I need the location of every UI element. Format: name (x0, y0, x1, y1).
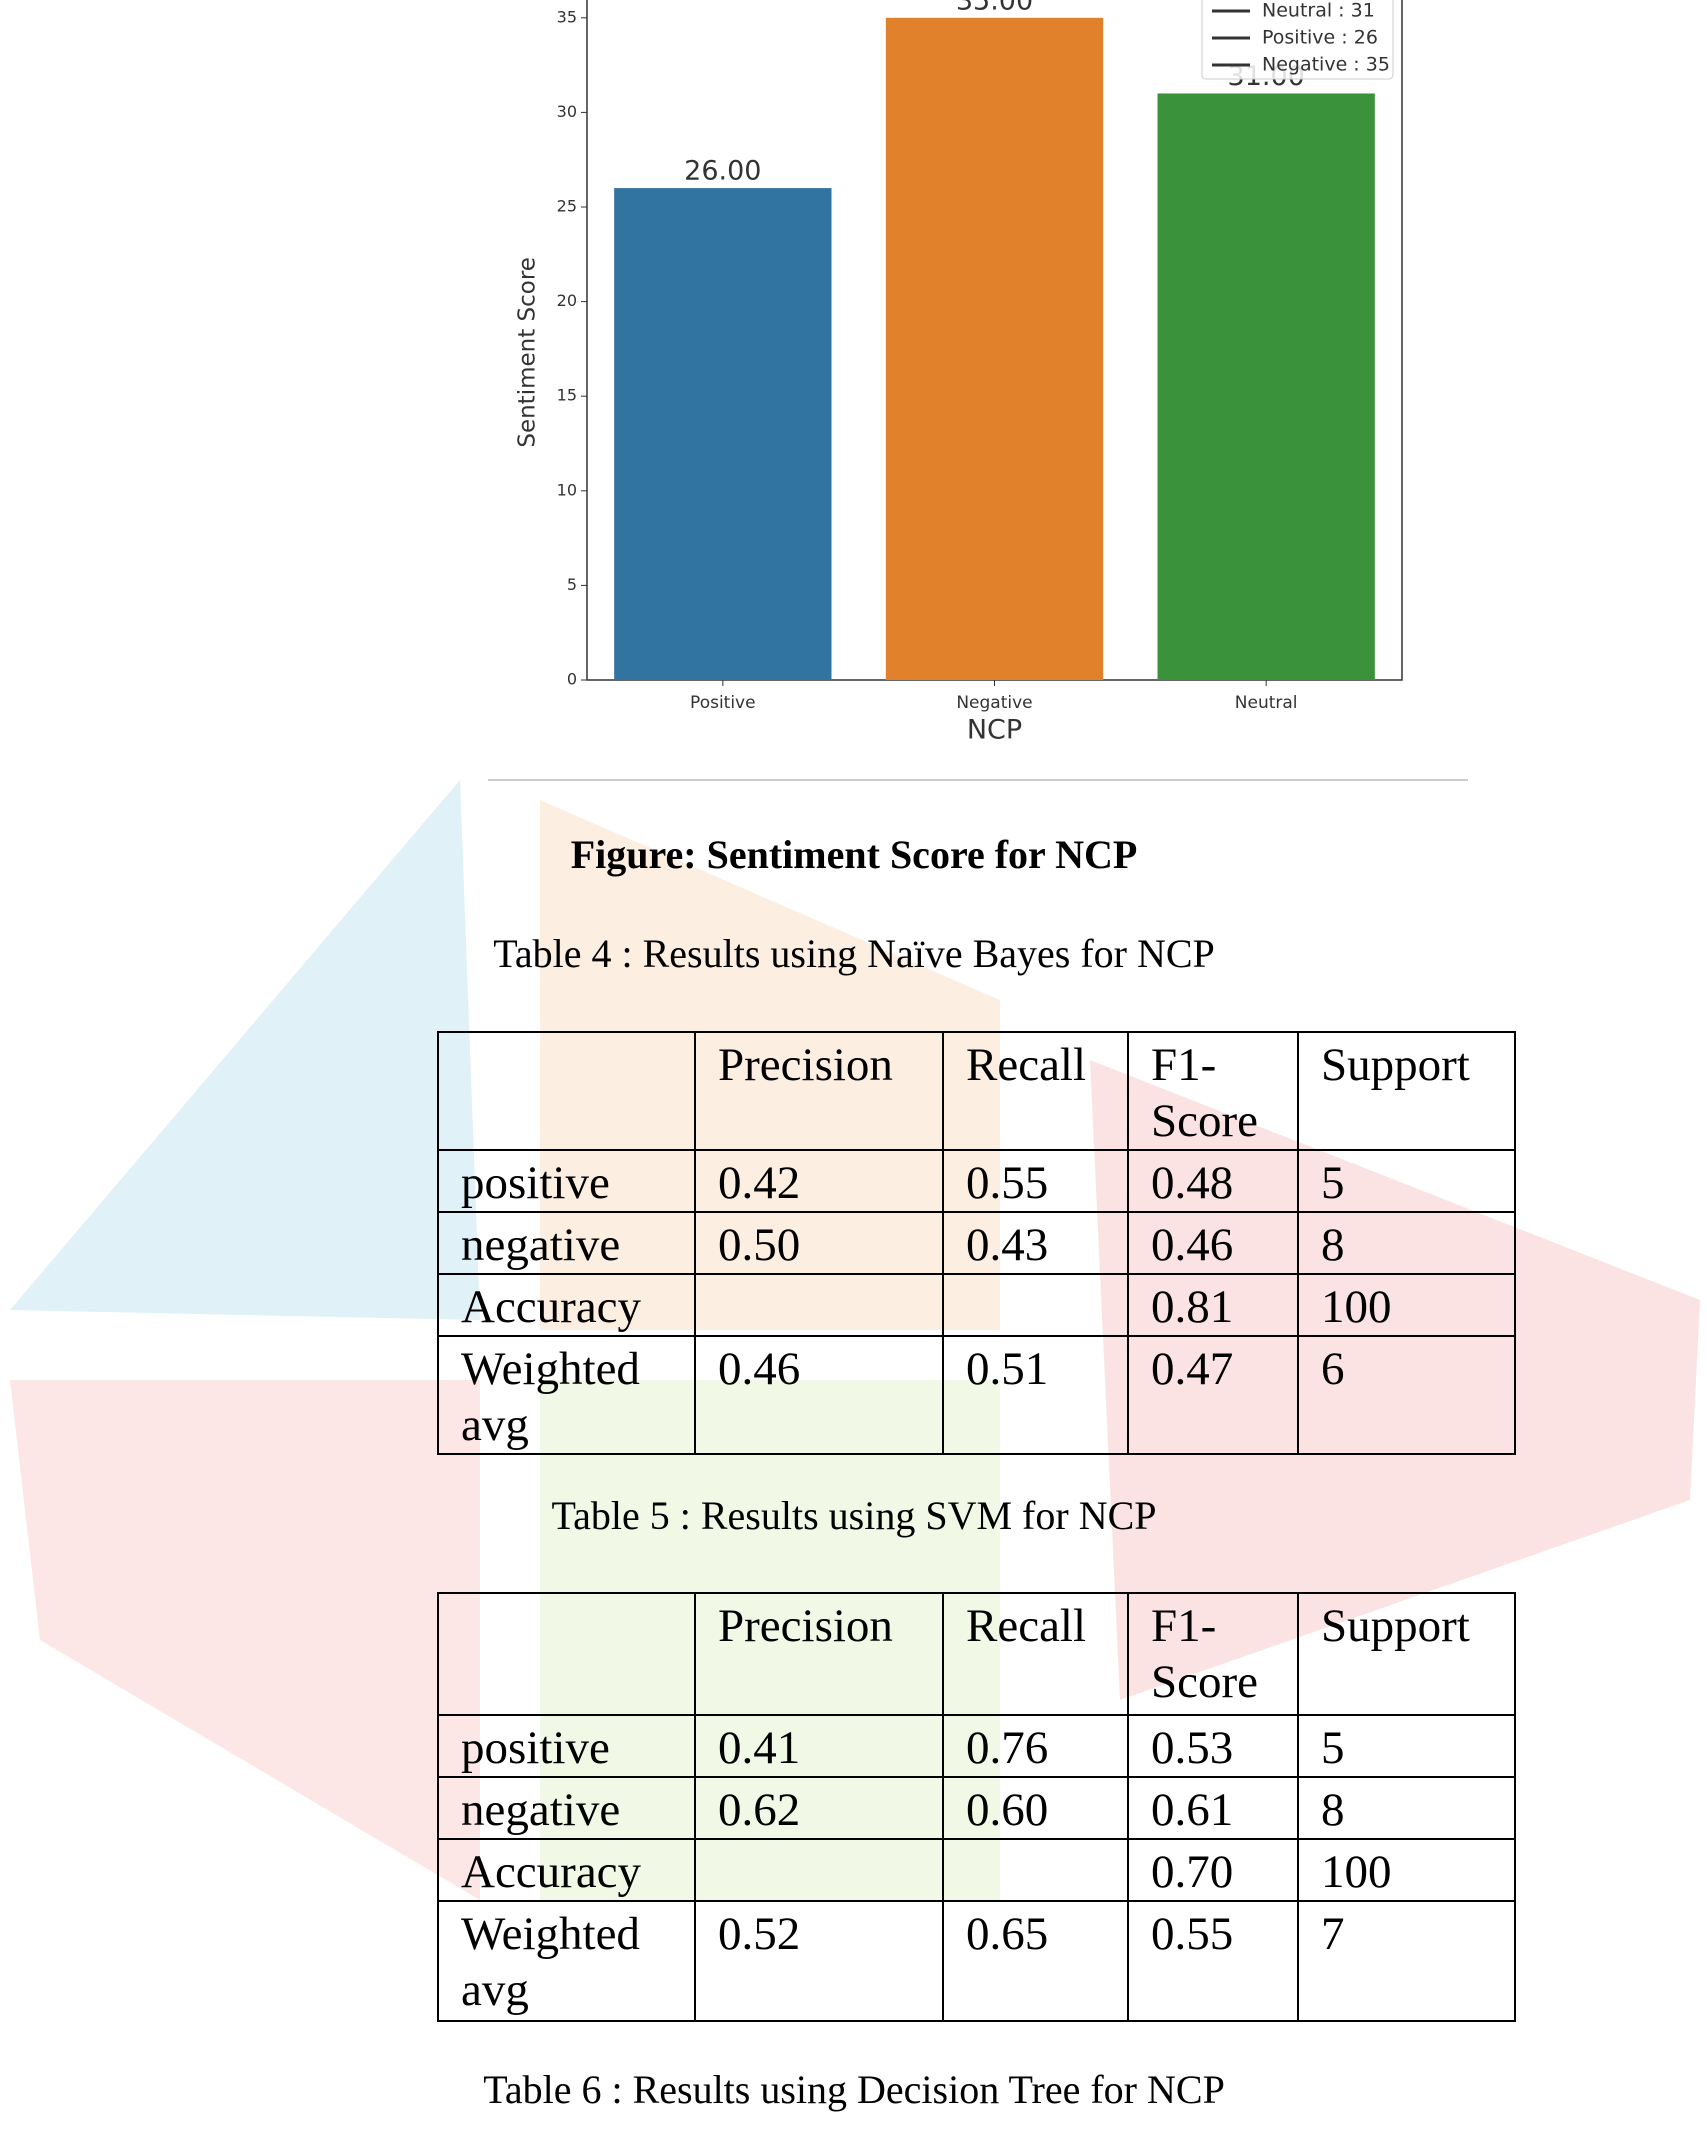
table-row: Precision Recall F1-Score Support (437, 1592, 1516, 1716)
table-row: positive 0.42 0.55 0.48 5 (437, 1149, 1516, 1213)
table-row: negative 0.62 0.60 0.61 8 (437, 1776, 1516, 1840)
table-cell: 0.43 (942, 1211, 1129, 1275)
table-cell: 0.55 (942, 1149, 1129, 1213)
table-cell: Accuracy (437, 1838, 696, 1902)
table-row: Weighted avg 0.46 0.51 0.47 6 (437, 1335, 1516, 1455)
table-cell: 0.81 (1127, 1273, 1299, 1337)
value-label: 26.00 (684, 156, 761, 187)
table-cell: 0.42 (694, 1149, 944, 1213)
table-cell: Weighted avg (437, 1335, 696, 1455)
table-cell: positive (437, 1149, 696, 1213)
table-cell: 0.76 (942, 1714, 1129, 1778)
legend-label: Negative : 35 (1262, 54, 1390, 76)
table-cell: F1-Score (1127, 1031, 1299, 1151)
table-row: Accuracy 0.70 100 (437, 1838, 1516, 1902)
table-cell: Precision (694, 1592, 944, 1716)
y-tick-label: 5 (567, 575, 577, 594)
table-cell: Support (1297, 1031, 1516, 1151)
results-table: Precision Recall F1-Score Support positive 0.… (437, 1031, 1516, 1455)
x-tick-label: Positive (690, 693, 756, 713)
table-cell (694, 1838, 944, 1902)
chart: 0 5 10 15 20 25 30 35 Positive 26.00 Negative 35.00… (515, 0, 1403, 746)
table-cell: 100 (1297, 1838, 1516, 1902)
table-cell: positive (437, 1714, 696, 1778)
figure-caption: Figure: Sentiment Score for NCP (570, 832, 1138, 877)
table-cell: 8 (1297, 1776, 1516, 1840)
table-row: Weighted avg 0.52 0.65 0.55 7 (437, 1900, 1516, 2022)
bar (1157, 93, 1375, 681)
legend: Neutral : 31 Positive : 26 Negative : 35 (1201, 0, 1394, 80)
table-cell: 0.61 (1127, 1776, 1299, 1840)
table-cell: negative (437, 1211, 696, 1275)
legend-frame (1201, 0, 1394, 80)
legend-label: Neutral : 31 (1262, 0, 1375, 22)
table-cell: 0.62 (694, 1776, 944, 1840)
table-cell (694, 1273, 944, 1337)
table-row: positive 0.41 0.76 0.53 5 (437, 1714, 1516, 1778)
table-cell: negative (437, 1776, 696, 1840)
table-caption: Table 6 : Results using Decision Tree fo… (483, 2067, 1225, 2112)
y-tick-label: 35 (557, 7, 577, 26)
table-row: Precision Recall F1-Score Support (437, 1031, 1516, 1151)
table-cell: 0.46 (1127, 1211, 1299, 1275)
table-cell: 0.65 (942, 1900, 1129, 2022)
table-caption: Table 5 : Results using SVM for NCP (551, 1493, 1157, 1538)
table-cell: 0.55 (1127, 1900, 1299, 2022)
table-cell: 100 (1297, 1273, 1516, 1337)
x-tick-label: Negative (956, 693, 1032, 713)
table-cell: Accuracy (437, 1273, 696, 1337)
table-cell: Recall (942, 1031, 1129, 1151)
table-cell: Precision (694, 1031, 944, 1151)
bar (614, 188, 832, 680)
table-cell: 0.50 (694, 1211, 944, 1275)
table-cell: 8 (1297, 1211, 1516, 1275)
y-tick-label: 25 (557, 197, 577, 216)
table-cell (942, 1838, 1129, 1902)
y-tick-label: 20 (557, 291, 577, 310)
y-tick-label: 10 (557, 480, 577, 499)
divider (488, 779, 1468, 781)
table-cell: 0.60 (942, 1776, 1129, 1840)
table-cell: 0.53 (1127, 1714, 1299, 1778)
y-tick-label: 0 (567, 670, 577, 689)
y-tick-label: 30 (557, 102, 577, 121)
table-cell (942, 1273, 1129, 1337)
table-cell: 0.46 (694, 1335, 944, 1455)
value-label: 35.00 (956, 0, 1033, 16)
table-cell: 0.41 (694, 1714, 944, 1778)
table-cell: 0.51 (942, 1335, 1129, 1455)
table-cell: 5 (1297, 1714, 1516, 1778)
table-cell: 0.47 (1127, 1335, 1299, 1455)
table-cell: F1-Score (1127, 1592, 1299, 1716)
table-cell: 6 (1297, 1335, 1516, 1455)
table-cell: 5 (1297, 1149, 1516, 1213)
results-table: Precision Recall F1-Score Support positive 0.… (437, 1592, 1516, 2022)
table-row: negative 0.50 0.43 0.46 8 (437, 1211, 1516, 1275)
y-axis-label: Sentiment Score (515, 257, 541, 448)
table-cell: 0.70 (1127, 1838, 1299, 1902)
table-cell: Recall (942, 1592, 1129, 1716)
y-tick-label: 15 (557, 386, 577, 405)
x-axis-label: NCP (967, 715, 1022, 746)
table-cell: 7 (1297, 1900, 1516, 2022)
table-cell (437, 1592, 696, 1716)
watermark-shape (10, 1380, 480, 1900)
table-caption: Table 4 : Results using Naïve Bayes for … (493, 931, 1215, 976)
table-cell: Support (1297, 1592, 1516, 1716)
table-cell: 0.48 (1127, 1149, 1299, 1213)
table-cell (437, 1031, 696, 1151)
legend-label: Positive : 26 (1262, 27, 1378, 49)
table-cell: Weighted avg (437, 1900, 696, 2022)
watermark-shape (10, 780, 480, 1320)
table-row: Accuracy 0.81 100 (437, 1273, 1516, 1337)
table-cell: 0.52 (694, 1900, 944, 2022)
bar (885, 17, 1104, 681)
x-tick-label: Neutral (1235, 693, 1298, 713)
